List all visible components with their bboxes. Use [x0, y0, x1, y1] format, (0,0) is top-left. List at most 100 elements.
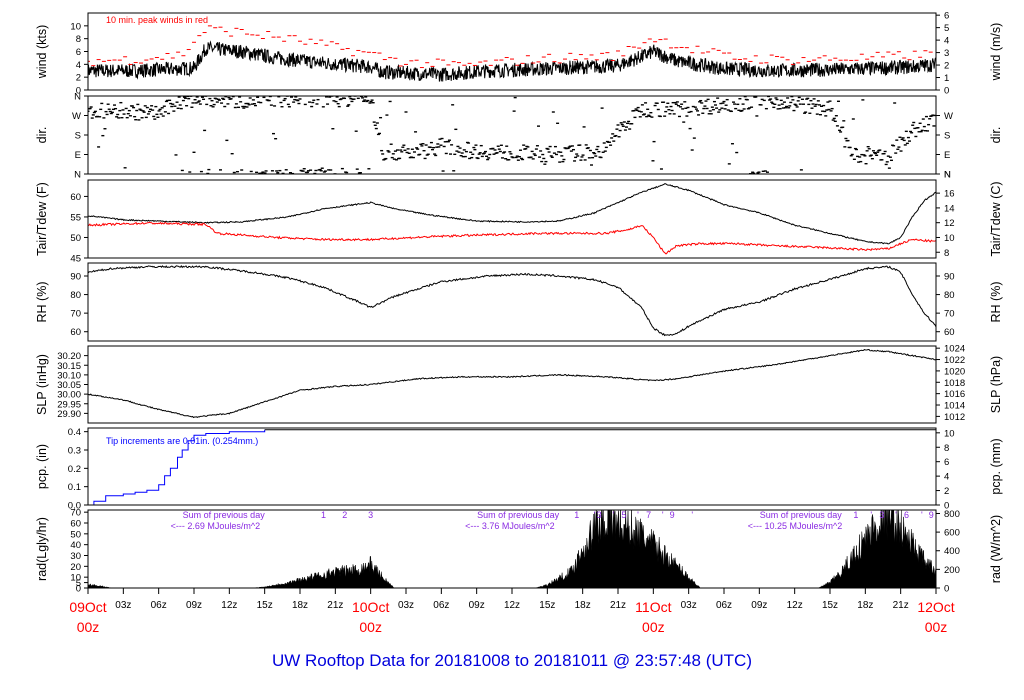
xtick-day-label: 10Oct [352, 599, 389, 615]
xtick-label: 18z [575, 600, 591, 611]
ytick-right-label: 2 [944, 61, 949, 72]
ytick-label: 30 [70, 551, 81, 562]
ylabel-rh: RH (%) [35, 282, 49, 323]
ylabel-pcp: pcp. (in) [35, 444, 49, 489]
ytick-label: 6 [76, 47, 81, 58]
ylabel-dir: dir. [35, 127, 49, 144]
ytick-right-label: 200 [944, 565, 960, 576]
rad-hour-mark: ' [594, 510, 596, 520]
panel-pcp: 0.0 0.1 0.2 0.3 0.4 0 2 4 6 8 10 pcp. (in) pcp. (mm)… [35, 427, 1003, 511]
rad-hour-mark: ' [662, 510, 664, 520]
ytick-right-label: W [944, 111, 953, 122]
ytick-right-label: 0 [944, 584, 949, 595]
ytick-right-label: 16 [944, 189, 955, 200]
rad-sum-value: <--- 10.25 MJoules/m^2 [748, 521, 843, 531]
ytick-label: E [75, 150, 81, 161]
ytick-right-label: 4 [944, 36, 949, 47]
panel-pcp-frame [87, 427, 937, 506]
ytick-label: 2 [76, 73, 81, 84]
ytick-label: 5 [76, 578, 81, 589]
xtick-label: 15z [822, 600, 838, 611]
ytick-label: 0.3 [68, 446, 81, 457]
xtick-label: 12z [221, 600, 237, 611]
chart-title: UW Rooftop Data for 20181008 to 20181011… [272, 651, 752, 670]
rad-hour-mark: 3 [597, 510, 602, 520]
xtick-label: 15z [257, 600, 273, 611]
ylabel-right-pcp: pcp. (mm) [989, 438, 1003, 494]
rad-hour-mark: 1 [853, 510, 858, 520]
panel-temp-data [88, 183, 936, 255]
ytick-right-label: S [944, 131, 950, 142]
rad-hour-mark: 2 [342, 510, 347, 520]
xtick-label: 12z [787, 600, 803, 611]
panel-rh: 60 70 80 90 60 70 80 90 RH (%) RH (%) [35, 262, 1003, 342]
panel-slp: 29.9029.9530.0030.0530.1030.1530.2010121… [35, 344, 1003, 424]
ytick-right-label: N [944, 170, 951, 181]
xtick-day-sub: 00z [925, 619, 948, 635]
ytick-right-label: 6 [944, 11, 949, 22]
rad-hour-mark: 1 [574, 510, 579, 520]
xtick-day-sub: 00z [642, 619, 665, 635]
ytick-right-label: 2 [944, 486, 949, 497]
xtick-label: 18z [857, 600, 873, 611]
panel-wind-data [88, 25, 936, 82]
rad-hour-mark: 3 [879, 510, 884, 520]
ytick-label: 0.4 [68, 427, 81, 438]
ytick-label: 0.0 [68, 501, 81, 512]
ytick-label: 29.90 [57, 409, 81, 420]
ytick-label: 10 [70, 21, 81, 32]
rad-hour-mark: 9 [670, 510, 675, 520]
ytick-label: 50 [70, 233, 81, 244]
ytick-right-label: 4 [944, 472, 949, 483]
rad-sum-title: Sum of previous day [477, 510, 560, 520]
ytick-right-label: 1 [944, 73, 949, 84]
ytick-label: 0.1 [68, 482, 81, 493]
xtick-label: 21z [327, 600, 343, 611]
rad-hour-mark: ' [895, 510, 897, 520]
xtick-label: 15z [539, 600, 555, 611]
ytick-label: 20 [70, 562, 81, 573]
rad-hour-mark: ' [612, 510, 614, 520]
ylabel-right-temp: Tair/Tdew (C) [989, 181, 1003, 256]
rad-hour-mark: ' [691, 510, 693, 520]
ylabel-right-wind: wind (m/s) [989, 23, 1003, 82]
xtick-label: 03z [681, 600, 697, 611]
ytick-right-label: 8 [944, 248, 949, 259]
ytick-label: 80 [70, 290, 81, 301]
ytick-label: N [74, 170, 81, 181]
panel-slp-frame [87, 345, 937, 424]
ytick-right-label: 600 [944, 528, 960, 539]
panel-rh-frame [87, 262, 937, 342]
ytick-label: 30.15 [57, 361, 81, 372]
ytick-label: S [75, 131, 81, 142]
ylabel-temp: Tair/Tdew (F) [35, 182, 49, 256]
ytick-right-label: E [944, 150, 950, 161]
ytick-label: 30.00 [57, 390, 81, 401]
ytick-label: N [74, 92, 81, 103]
ytick-right-label: 1018 [944, 378, 965, 389]
rad-hour-mark: 9 [929, 510, 934, 520]
ytick-label: 4 [76, 60, 81, 71]
ytick-label: 60 [70, 519, 81, 530]
ylabel-right-dir: dir. [989, 127, 1003, 144]
ytick-right-label: 12 [944, 218, 955, 229]
xtick-day-label: 09Oct [69, 599, 106, 615]
ytick-right-label: 90 [944, 272, 955, 283]
panel-slp-data [88, 348, 936, 419]
ytick-right-label: 8 [944, 443, 949, 454]
ytick-right-label: N [944, 170, 951, 181]
xtick-label: 06z [716, 600, 732, 611]
ytick-label: 0 [76, 584, 81, 595]
ytick-right-label: 14 [944, 203, 955, 214]
xtick-label: 03z [115, 600, 131, 611]
rad-hour-mark: ' [870, 510, 872, 520]
panel-pcp-data [88, 429, 936, 505]
ytick-right-label: 800 [944, 509, 960, 520]
xtick-label: 18z [292, 600, 308, 611]
rad-hour-mark: 7 [646, 510, 651, 520]
ytick-right-label: 1012 [944, 412, 965, 423]
rad-sum-title: Sum of previous day [183, 510, 266, 520]
panel-wind-frame [87, 12, 937, 91]
